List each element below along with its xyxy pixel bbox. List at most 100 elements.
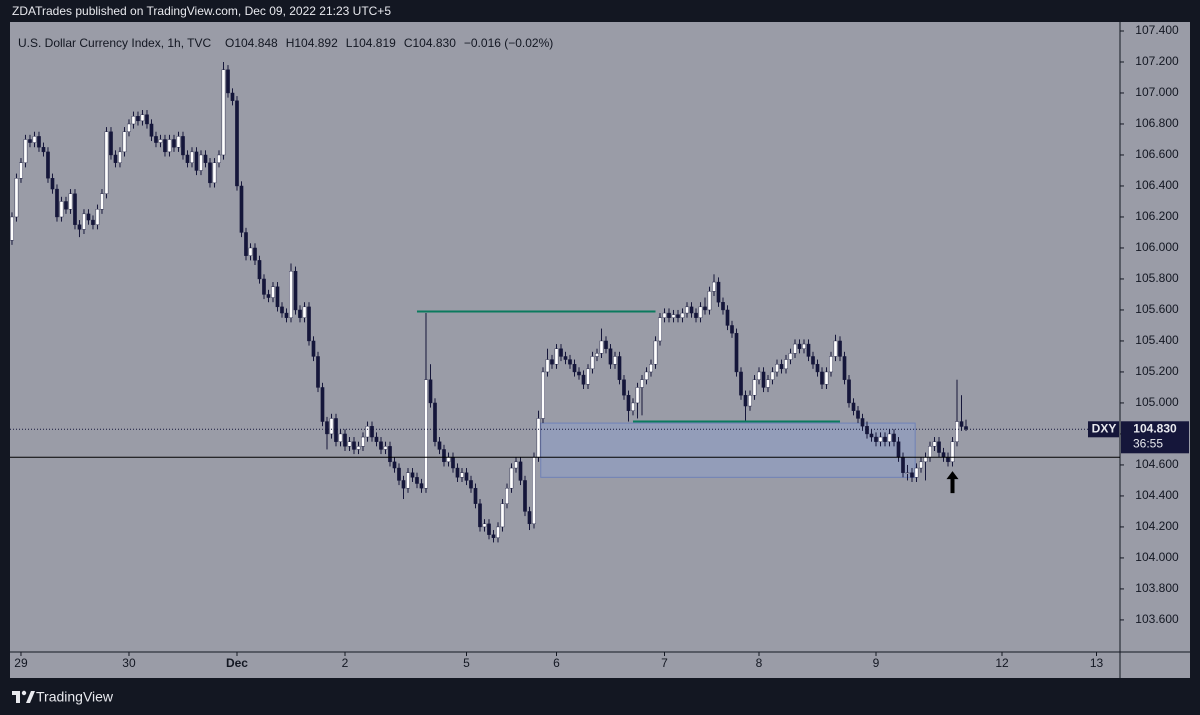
candle-body: [320, 387, 325, 422]
candle-body: [307, 306, 311, 342]
candle-body: [104, 131, 109, 194]
candle-body: [284, 312, 289, 318]
candle-body: [194, 151, 199, 171]
candle-body: [73, 193, 77, 225]
candle-body: [379, 441, 383, 450]
y-tick-label: 105.000: [1135, 395, 1179, 409]
candle-body: [181, 136, 185, 156]
candle-body: [671, 314, 676, 318]
candle-body: [806, 343, 811, 357]
candle-body: [266, 294, 271, 298]
candle-body: [851, 402, 856, 411]
candle-body: [370, 425, 374, 438]
arrow: [946, 471, 959, 494]
candle-body: [707, 291, 712, 311]
candle-body: [280, 306, 284, 314]
candle-body: [833, 340, 838, 357]
logo-mark: [26, 691, 35, 703]
y-tick-label: 107.400: [1135, 23, 1179, 37]
candle-body: [829, 356, 833, 373]
candle-body: [572, 363, 577, 373]
candle-body: [928, 446, 932, 458]
candle-body: [500, 503, 505, 528]
candle-body: [253, 247, 257, 261]
y-tick-label: 105.200: [1135, 364, 1179, 378]
legend-change: −0.016 (−0.02%): [464, 36, 553, 50]
candle-body: [581, 374, 586, 385]
candle-body: [649, 363, 653, 373]
candle-body: [797, 343, 802, 349]
candle-body: [550, 359, 554, 365]
candle-body: [397, 467, 401, 481]
candle-body: [464, 472, 469, 481]
candle-body: [730, 325, 734, 334]
candle-body: [847, 379, 851, 404]
candle-body: [559, 348, 563, 357]
candle-body: [122, 131, 127, 153]
footer-brand: TradingView: [36, 689, 114, 705]
candle-body: [28, 139, 32, 143]
candle-body: [172, 139, 176, 148]
candle-body: [293, 271, 298, 311]
candle-body: [109, 131, 113, 156]
y-tick-label: 104.000: [1135, 550, 1179, 564]
candle-body: [482, 523, 487, 528]
candle-body: [766, 379, 770, 388]
overlay: [10, 310, 1120, 494]
candle-body: [820, 371, 824, 385]
candle-body: [631, 402, 635, 411]
candle-body: [536, 418, 541, 458]
candle-body: [680, 312, 685, 318]
candle-body: [964, 426, 968, 430]
price-tag-label: 104.830: [1133, 421, 1177, 435]
candle-body: [176, 136, 181, 148]
candle-body: [415, 477, 419, 484]
legend-ohlc: L104.819: [346, 36, 396, 50]
candle-body: [298, 309, 302, 318]
header: ZDATrades published on TradingView.com, …: [12, 4, 391, 18]
candle-body: [365, 425, 370, 438]
candle-body: [469, 480, 473, 489]
candle-body: [221, 69, 226, 156]
legend-title: U.S. Dollar Currency Index, 1h, TVC: [18, 36, 212, 50]
candle-body: [626, 394, 631, 411]
candle-body: [761, 371, 766, 388]
y-tick-label: 105.800: [1135, 271, 1179, 285]
countdown: 36:55: [1133, 436, 1163, 450]
x-tick-label: 12: [995, 656, 1009, 670]
candle-body: [374, 436, 379, 442]
candle-body: [446, 456, 451, 463]
candle-body: [388, 446, 392, 463]
candle-body: [599, 340, 604, 354]
candle-body: [554, 348, 559, 365]
candle-body: [509, 467, 514, 489]
candle-body: [896, 441, 901, 458]
candle-body: [262, 278, 266, 295]
candle-body: [505, 487, 509, 504]
x-tick-label: 2: [342, 656, 349, 670]
candle-body: [874, 436, 878, 442]
candle-body: [595, 353, 599, 357]
candle-body: [329, 418, 334, 435]
candle-body: [203, 154, 208, 163]
candle-body: [811, 356, 815, 365]
y-tick-label: 106.400: [1135, 178, 1179, 192]
footer-logo: [12, 690, 35, 703]
candle-body: [676, 314, 680, 318]
candle-body: [698, 306, 703, 318]
candle-body: [716, 281, 721, 303]
candle-body: [937, 441, 941, 453]
candle-body: [32, 136, 37, 143]
candle-body: [685, 306, 689, 314]
candle-body: [302, 306, 307, 318]
candle-body: [617, 356, 622, 380]
candle-body: [662, 312, 667, 318]
candle-body: [338, 433, 343, 442]
candle-body: [163, 139, 167, 153]
candle-body: [14, 178, 19, 218]
candle-body: [145, 114, 149, 125]
candle-body: [545, 359, 550, 373]
candle-body: [865, 425, 869, 435]
candle-body: [41, 147, 46, 153]
candle-body: [82, 213, 86, 230]
